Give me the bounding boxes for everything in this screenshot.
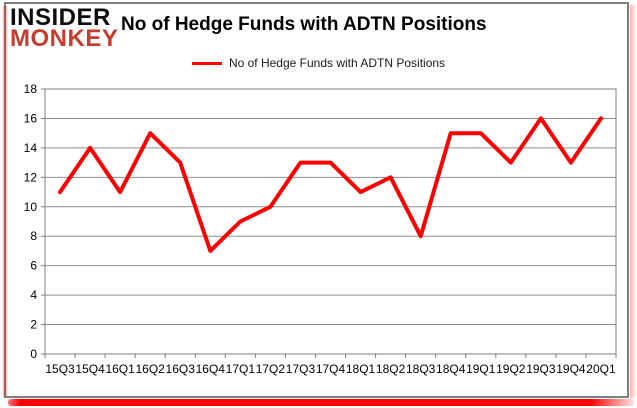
logo-line-insider: INSIDER [10,4,111,31]
x-tick-label: 16Q2 [136,362,166,376]
x-tick-label: 17Q1 [226,362,256,376]
x-tick-label: 20Q1 [586,362,616,376]
chart-title: No of Hedge Funds with ADTN Positions [121,14,487,35]
x-tick-label: 16Q4 [196,362,226,376]
legend: No of Hedge Funds with ADTN Positions [0,56,637,70]
x-tick-label: 19Q1 [466,362,496,376]
x-tick-label: 18Q1 [346,362,376,376]
logo-line-monkey: MONKEY [10,25,119,53]
red-shadow-bottom [8,399,634,406]
y-tick-label: 16 [24,111,38,125]
x-tick-label: 17Q2 [256,362,286,376]
red-shadow-right [630,5,636,398]
y-tick-label: 8 [30,229,37,243]
y-tick-label: 18 [24,82,38,96]
y-tick-label: 6 [30,259,37,273]
legend-line-swatch [191,61,222,65]
legend-label: No of Hedge Funds with ADTN Positions [228,56,446,70]
x-tick-label: 18Q4 [436,362,466,376]
x-tick-label: 19Q3 [526,362,556,376]
x-tick-label: 19Q2 [496,362,526,376]
x-tick-label: 17Q3 [286,362,316,376]
y-tick-label: 4 [30,288,37,302]
x-tick-label: 18Q2 [376,362,406,376]
y-tick-label: 14 [24,141,38,155]
y-tick-label: 2 [30,318,37,332]
y-tick-label: 10 [24,200,38,214]
x-tick-label: 16Q3 [166,362,196,376]
y-tick-label: 12 [24,170,38,184]
x-tick-label: 17Q4 [316,362,346,376]
x-tick-label: 15Q4 [75,362,105,376]
series-line [58,116,603,253]
x-tick-label: 19Q4 [556,362,586,376]
plot-border [44,88,617,355]
x-tick-label: 16Q1 [105,362,135,376]
x-tick-label: 15Q3 [45,362,75,376]
insider-monkey-logo: INSIDER MONKEY [10,4,119,53]
chart-card [4,2,629,398]
x-tick-label: 18Q3 [406,362,436,376]
red-shadow-left [2,6,8,397]
y-tick-label: 0 [30,347,37,361]
